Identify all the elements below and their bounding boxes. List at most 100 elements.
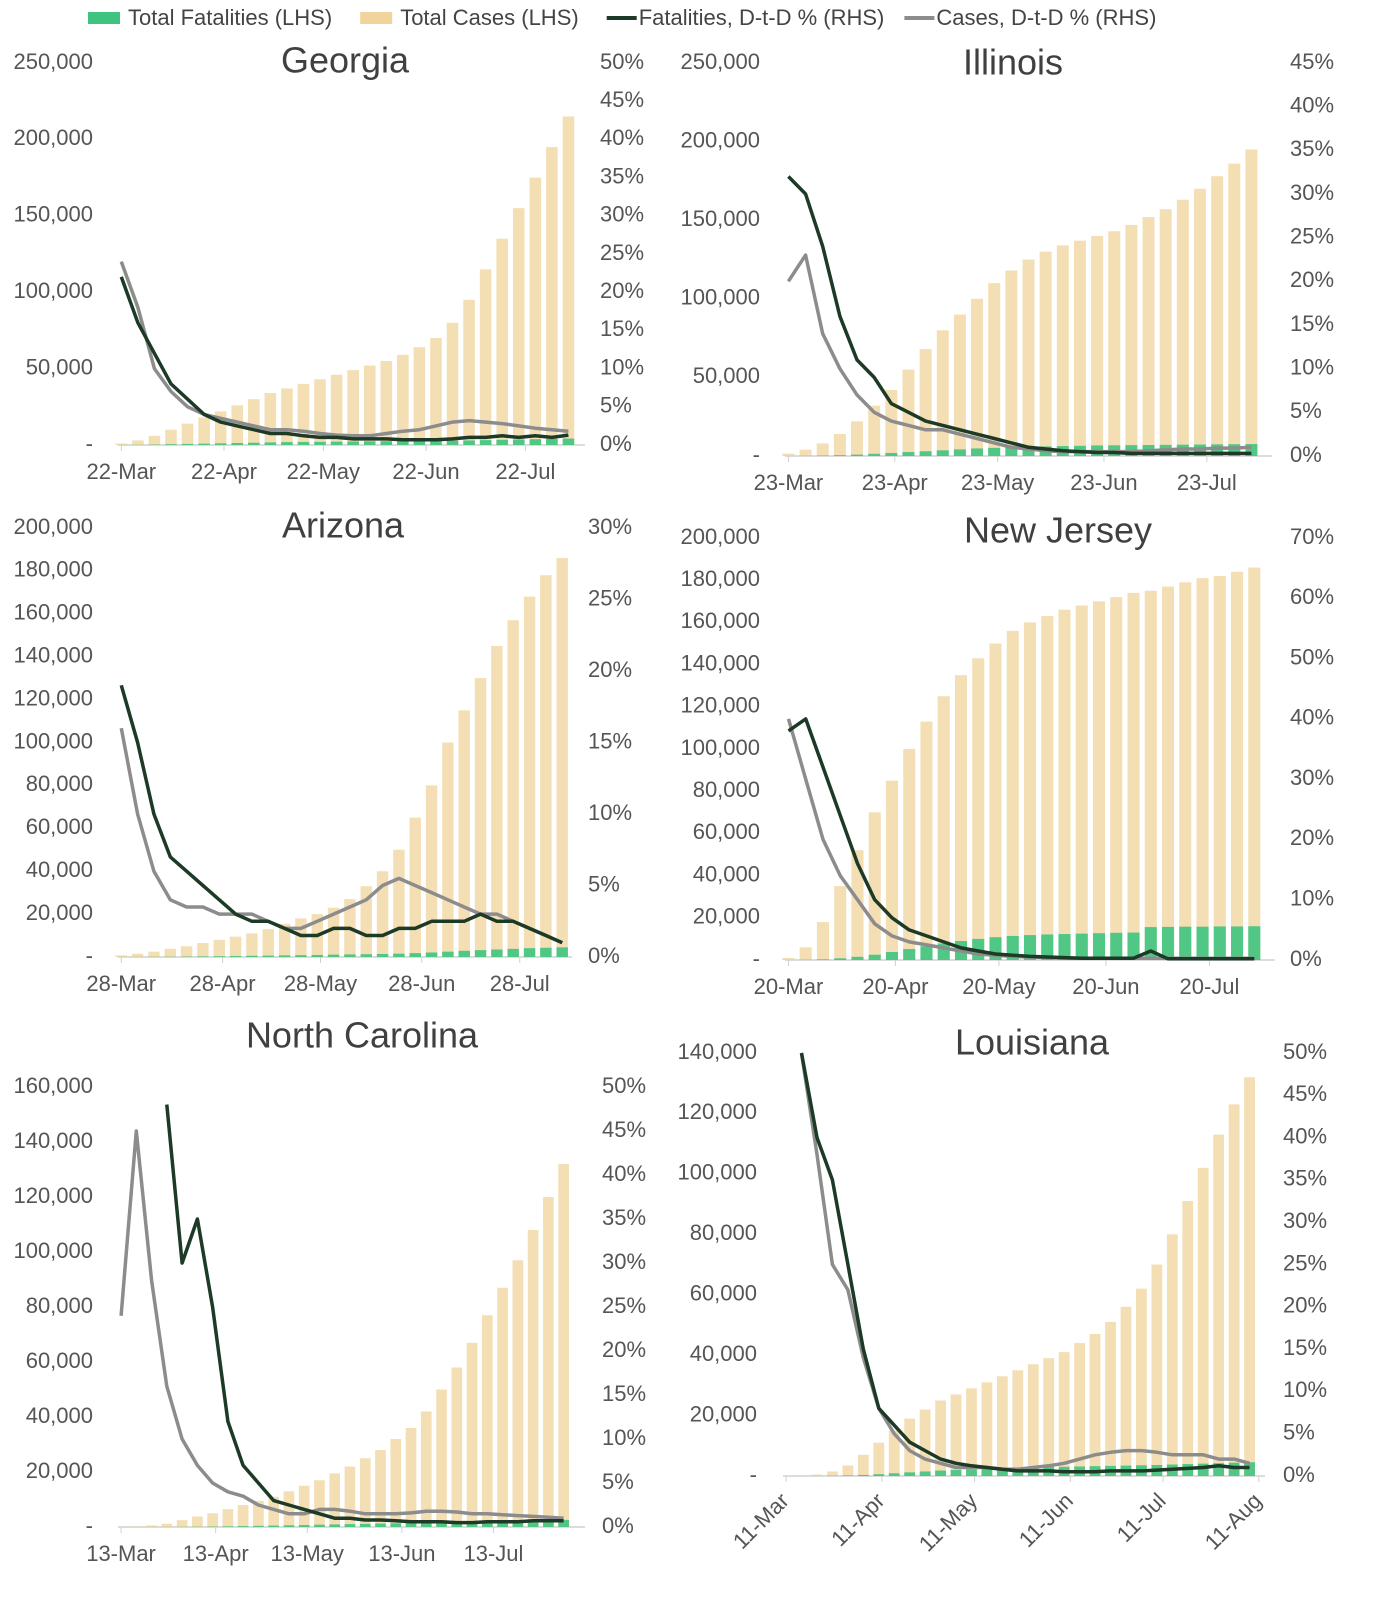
bar	[176, 1520, 188, 1527]
x-tick-label: 11-Jul	[1112, 1488, 1171, 1547]
y2-tick-label: 25%	[588, 585, 632, 610]
y2-tick-label: 40%	[1290, 705, 1334, 730]
bar	[842, 1465, 854, 1476]
x-tick-label: 22-Mar	[86, 459, 156, 484]
bar	[1058, 609, 1071, 960]
y2-tick-label: 5%	[1283, 1420, 1315, 1445]
bar	[903, 749, 916, 960]
bar	[523, 948, 536, 957]
bar	[253, 1525, 264, 1527]
bar	[231, 443, 244, 445]
bar	[497, 1521, 508, 1527]
bar	[1022, 446, 1035, 456]
bar	[1179, 926, 1192, 960]
bar	[268, 1496, 280, 1527]
y2-tick-label: 45%	[602, 1117, 646, 1142]
y-tick-label: 250,000	[680, 49, 760, 74]
bar	[816, 443, 829, 456]
bar	[903, 949, 916, 960]
y-tick-label: 120,000	[680, 693, 760, 718]
bar	[327, 954, 340, 957]
bar	[834, 958, 847, 960]
bar	[989, 643, 1002, 960]
bar	[919, 1471, 931, 1476]
y-tick-label: 200,000	[680, 127, 760, 152]
bar	[1196, 578, 1209, 960]
y2-tick-label: 20%	[1290, 267, 1334, 292]
bar	[888, 1430, 900, 1476]
y-tick-label: 140,000	[677, 1039, 757, 1064]
bar	[507, 948, 519, 957]
y-tick-label: 160,000	[680, 608, 760, 633]
bar	[1144, 927, 1157, 960]
bar	[833, 433, 846, 456]
bar	[920, 721, 933, 960]
y2-tick-label: 30%	[600, 202, 644, 227]
bar	[491, 949, 503, 957]
bar	[1151, 1264, 1163, 1476]
y2-tick-label: 15%	[600, 316, 644, 341]
bar	[298, 1525, 310, 1527]
bar	[181, 443, 194, 445]
bar	[1161, 586, 1175, 960]
bar	[1193, 188, 1206, 456]
panel: Illinois - 50,000 100,000 150,000 200,000 250,…	[680, 42, 1334, 495]
bar	[556, 947, 568, 957]
bar	[527, 1230, 539, 1527]
bar	[1159, 209, 1172, 456]
y-tick-label: 50,000	[26, 354, 93, 379]
bar	[246, 955, 258, 957]
y-tick-label: -	[86, 1513, 93, 1538]
bar	[540, 575, 552, 957]
bar	[1197, 1167, 1209, 1476]
bar	[430, 440, 442, 445]
bar	[1092, 601, 1106, 960]
bar	[529, 177, 542, 445]
bar	[1039, 251, 1052, 456]
chart-title: Georgia	[281, 40, 410, 81]
bar	[314, 1524, 325, 1527]
bar	[1248, 926, 1261, 960]
bar	[1023, 935, 1037, 960]
panel: Arizona - 20,000 40,000 60,000 80,000 100,000 1…	[13, 505, 632, 996]
bar	[1056, 245, 1069, 456]
bar	[868, 812, 881, 960]
y-tick-label: -	[753, 946, 760, 971]
y-tick-label: 180,000	[13, 557, 93, 582]
y-tick-label: 60,000	[26, 1348, 93, 1373]
bar	[393, 849, 405, 957]
bar	[953, 449, 966, 456]
bar	[1027, 1364, 1039, 1476]
y2-tick-label: 20%	[1283, 1293, 1327, 1318]
bar	[295, 918, 307, 957]
legend-label: Fatalities, D-t-D % (RHS)	[639, 5, 885, 30]
bar	[981, 1468, 993, 1476]
bar	[481, 1315, 493, 1527]
bar	[782, 957, 795, 960]
bar	[988, 283, 1001, 456]
bar	[1058, 934, 1071, 960]
y-tick-label: 100,000	[13, 278, 93, 303]
bar	[330, 441, 343, 445]
bar	[297, 441, 310, 445]
y-tick-label: 20,000	[690, 1401, 757, 1426]
bar	[446, 440, 459, 445]
y2-tick-label: 30%	[588, 514, 632, 539]
x-tick-label: 13-Jun	[368, 1541, 435, 1566]
chart-title: Arizona	[282, 505, 405, 546]
y2-tick-label: 20%	[600, 278, 644, 303]
bar	[546, 147, 558, 446]
x-tick-label: 20-Jun	[1072, 974, 1139, 999]
bar	[558, 1519, 569, 1527]
bar	[132, 440, 144, 445]
bar	[1211, 176, 1224, 456]
y2-tick-label: 25%	[600, 240, 644, 265]
bar	[971, 448, 984, 456]
panel: New Jersey - 20,000 40,000 60,000 80,000 100,0…	[680, 510, 1334, 999]
y2-tick-label: 50%	[602, 1073, 646, 1098]
bar	[1144, 590, 1157, 960]
y-tick-label: 40,000	[26, 1403, 93, 1428]
bar	[1125, 224, 1138, 456]
bar	[1228, 1462, 1240, 1476]
bar	[543, 1520, 554, 1527]
